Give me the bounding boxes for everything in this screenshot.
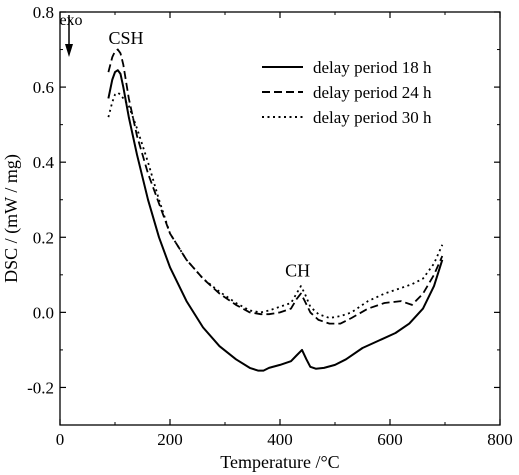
exo-arrow-icon (65, 15, 73, 57)
annotation-exo: exo (59, 12, 82, 29)
x-axis-title: Temperature /°C (220, 452, 339, 472)
annotation-csh: CSH (108, 28, 143, 48)
y-tick-label: 0.4 (33, 153, 55, 172)
x-tick-label: 400 (267, 430, 293, 449)
y-tick-label: -0.2 (27, 378, 54, 397)
y-axis-title: DSC / (mW / mg) (1, 154, 22, 283)
y-tick-label: 0.0 (33, 303, 54, 322)
x-tick-label: 600 (377, 430, 403, 449)
x-tick-label: 0 (56, 430, 65, 449)
y-tick-label: 0.8 (33, 3, 54, 22)
exo-arrow-head (65, 44, 73, 57)
legend: delay period 18 h delay period 24 h dela… (262, 58, 432, 127)
plot-border (59, 11, 501, 426)
axis-ticks: 0 200 400 600 800 -0.2 0.0 0.2 0.4 0.6 0.8 (27, 3, 513, 449)
annotation-ch: CH (285, 261, 310, 281)
series-line-1 (107, 69, 444, 372)
x-tick-label: 200 (157, 430, 183, 449)
series-line-2 (107, 48, 444, 325)
series-lines (107, 48, 444, 372)
legend-label-18h: delay period 18 h (313, 58, 432, 77)
x-tick-label: 800 (487, 430, 513, 449)
plot-frame (59, 11, 501, 426)
legend-label-24h: delay period 24 h (313, 83, 432, 102)
y-tick-label: 0.6 (33, 78, 54, 97)
legend-label-30h: delay period 30 h (313, 108, 432, 127)
y-tick-label: 0.2 (33, 228, 54, 247)
